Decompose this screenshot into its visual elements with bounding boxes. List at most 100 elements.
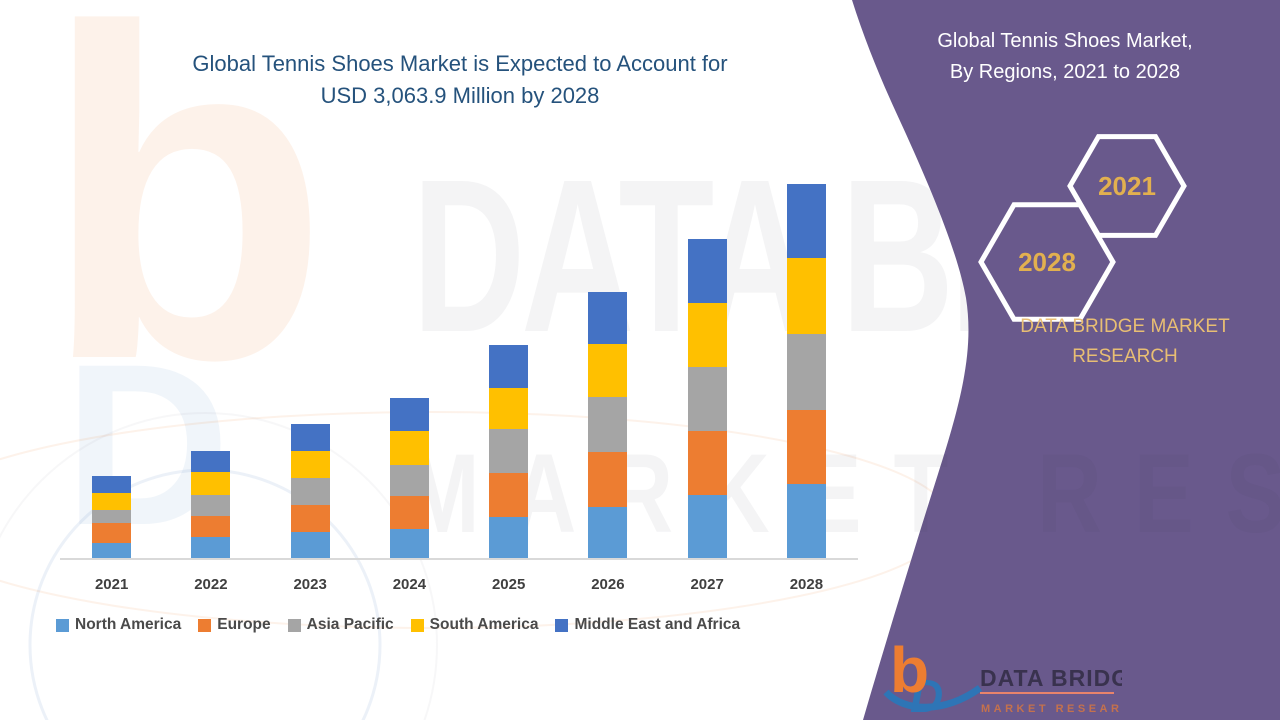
- x-axis-label: 2021: [94, 576, 129, 593]
- side-panel-title: Global Tennis Shoes Market, By Regions, …: [900, 26, 1230, 88]
- x-axis-label: 2028: [789, 576, 824, 593]
- bar-segment: [290, 532, 330, 558]
- bar-segment: [687, 367, 727, 431]
- bar-stack-2022: [191, 451, 231, 558]
- bar-segment: [786, 184, 826, 258]
- bar-segment: [191, 516, 231, 537]
- bar-segment: [687, 239, 727, 303]
- bar-segment: [588, 292, 628, 344]
- chart-title-line1: Global Tennis Shoes Market is Expected t…: [192, 51, 728, 76]
- legend-label: Middle East and Africa: [574, 616, 741, 633]
- side-panel-title-line2: By Regions, 2021 to 2028: [949, 61, 1181, 83]
- bar-segment: [687, 303, 727, 367]
- x-axis-label: 2025: [491, 576, 526, 593]
- legend-swatch: [287, 618, 301, 632]
- bar-segment: [687, 431, 727, 495]
- bar-segment: [92, 543, 132, 558]
- bar-stack-2025: [489, 345, 529, 558]
- watermark-logo-b-icon: b: [42, 0, 330, 457]
- bar-segment: [786, 258, 826, 334]
- bar-group-2021: [62, 170, 161, 558]
- legend-label: Asia Pacific: [306, 616, 394, 633]
- bar-segment: [588, 452, 628, 507]
- bar-group-2028: [757, 170, 856, 558]
- bar-segment: [191, 451, 231, 472]
- logo-swoosh-icon: [883, 685, 983, 711]
- legend-label: South America: [429, 616, 539, 633]
- brand-name-line2: RESEARCH: [1072, 346, 1178, 368]
- x-axis-line: [60, 558, 858, 560]
- x-axis-label: 2024: [392, 576, 427, 593]
- x-axis-label: 2026: [591, 576, 625, 593]
- bar-segment: [786, 410, 826, 484]
- logo-title: DATA BRIDGE: [980, 665, 1122, 691]
- bar-group-2026: [558, 170, 657, 558]
- bar-group-2023: [261, 170, 360, 558]
- bar-segment: [389, 529, 429, 558]
- bar-segment: [786, 484, 826, 558]
- bar-stack-2027: [687, 239, 727, 558]
- bar-stack-2024: [389, 398, 429, 558]
- legend-swatch: [56, 618, 69, 632]
- bar-segment: [92, 476, 132, 493]
- bar-segment: [588, 507, 628, 558]
- legend-swatch: [410, 618, 424, 632]
- bar-stack-2026: [588, 292, 628, 558]
- bar-group-2025: [459, 170, 558, 558]
- logo-subtitle: MARKET RESEARCH: [981, 703, 1122, 715]
- legend-item: Middle East and Africa: [555, 616, 740, 634]
- logo-b-glyph: b: [890, 634, 929, 706]
- bar-segment: [389, 496, 429, 529]
- hexagon-2021-label: 2021: [1098, 171, 1156, 201]
- legend-swatch: [555, 618, 569, 632]
- legend-item: Asia Pacific: [287, 616, 394, 634]
- brand-name-text: DATA BRIDGE MARKET RESEARCH: [990, 312, 1260, 373]
- x-axis-label: 2027: [690, 576, 724, 593]
- bar-segment: [489, 517, 529, 558]
- company-logo: D b DATA BRIDGE MARKET RESEARCH: [883, 634, 1122, 720]
- bar-group-2027: [658, 170, 757, 558]
- bar-segment: [191, 495, 231, 516]
- bar-segment: [389, 465, 429, 496]
- bar-segment: [786, 334, 826, 410]
- bar-group-2024: [360, 170, 459, 558]
- hexagon-2028-label: 2028: [1018, 247, 1076, 277]
- bar-segment: [687, 495, 727, 558]
- x-axis-labels: 2021 2022 2023 2024 2025 2026 2027 2028: [62, 576, 856, 593]
- watermark-row-text: MARKET RESEARCH: [405, 431, 1280, 556]
- bar-segment: [489, 388, 529, 429]
- bar-segment: [92, 510, 132, 523]
- bar-stack-2021: [92, 476, 132, 558]
- legend-label: North America: [75, 616, 182, 633]
- bar-segment: [191, 472, 231, 495]
- bar-segment: [191, 537, 231, 558]
- side-panel-title-line1: Global Tennis Shoes Market,: [937, 30, 1193, 52]
- bar-segment: [290, 478, 330, 505]
- bar-segment: [290, 505, 330, 532]
- x-axis-label: 2022: [194, 576, 228, 593]
- chart-title-line2: USD 3,063.9 Million by 2028: [320, 82, 600, 108]
- legend-item: South America: [410, 616, 539, 634]
- bar-segment: [489, 473, 529, 517]
- legend-label: Europe: [217, 616, 271, 633]
- bar-stack-2023: [290, 424, 330, 558]
- bar-segment: [389, 431, 429, 465]
- legend-item: Europe: [198, 616, 271, 634]
- bar-segment: [290, 424, 330, 451]
- bar-stack-2028: [786, 184, 826, 558]
- brand-name-line1: DATA BRIDGE MARKET: [1020, 316, 1230, 337]
- bar-segment: [588, 344, 628, 397]
- bar-chart-plot: [62, 170, 856, 558]
- bar-segment: [588, 397, 628, 452]
- bar-segment: [489, 345, 529, 388]
- legend-item: North America: [56, 616, 181, 634]
- logo-d-glyph: D: [910, 670, 943, 720]
- x-axis-label: 2023: [293, 576, 327, 593]
- chart-legend: North America Europe Asia Pacific South Ame…: [56, 616, 856, 634]
- bar-segment: [92, 493, 132, 510]
- bar-segment: [290, 451, 330, 478]
- chart-title: Global Tennis Shoes Market is Expected t…: [60, 48, 860, 112]
- bar-segment: [389, 398, 429, 431]
